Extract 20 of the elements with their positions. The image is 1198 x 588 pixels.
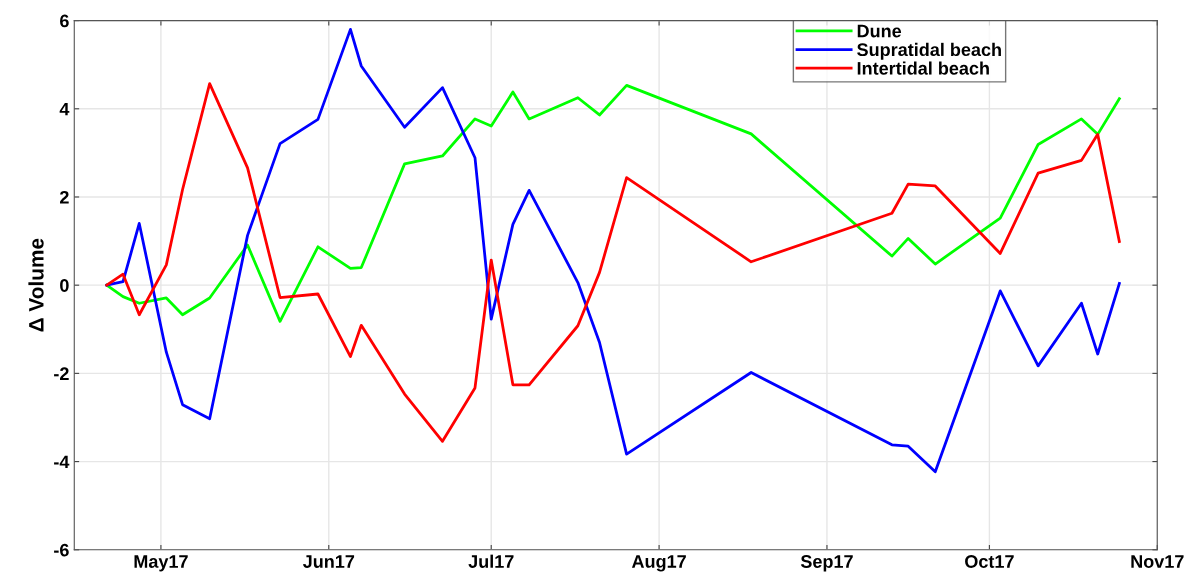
x-tick-label: Oct17	[965, 555, 1014, 568]
y-tick-label: -2	[54, 367, 69, 380]
y-tick-label: -6	[54, 543, 69, 557]
x-tick-label: Aug17	[631, 555, 686, 572]
x-tick-label: Jun17	[302, 555, 355, 568]
line-series	[105, 82, 1121, 443]
legend-label: Supratidal beach	[857, 42, 1001, 60]
y-tick-label: 2	[60, 190, 69, 204]
x-tick-label: May17	[134, 555, 188, 572]
y-tick-label: -4	[54, 455, 70, 469]
legend-label: Intertidal beach	[857, 61, 989, 75]
x-tick-label: Nov17	[1131, 555, 1184, 568]
legend-label: Dune	[857, 24, 902, 38]
x-tick-label: Jul17	[468, 554, 514, 568]
y-tick-label: 4	[59, 102, 70, 116]
x-tick-label: Sep17	[800, 555, 853, 572]
y-axis-title: Δ Volume	[28, 238, 44, 332]
y-tick-label: 6	[60, 14, 69, 28]
y-tick-label: 0	[60, 279, 69, 292]
line-series	[105, 84, 1121, 323]
